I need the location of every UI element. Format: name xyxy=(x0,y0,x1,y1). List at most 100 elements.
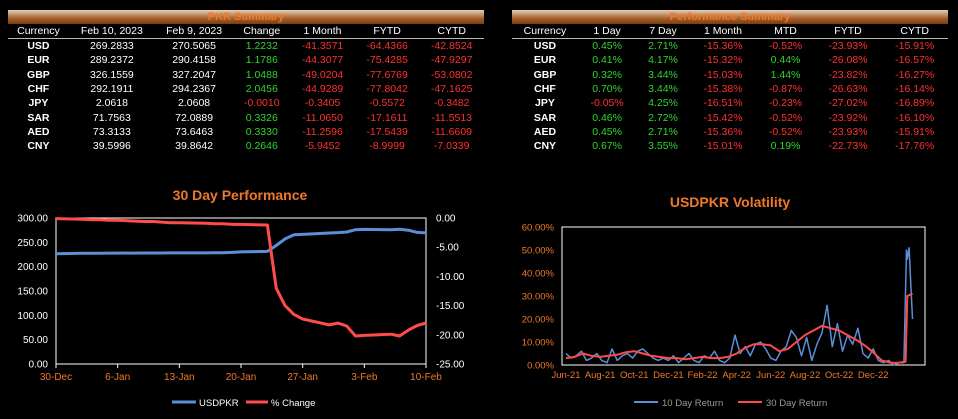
right-axis-tick-label: 0.00 xyxy=(436,214,456,225)
table-row: JPY -0.05% 4.25% -16.51% -0.23% -27.02% -16.89… xyxy=(512,96,948,110)
left-axis-tick-label: 200.00 xyxy=(17,262,48,273)
ten-day-return-series-line xyxy=(565,246,914,366)
value-cell: -23.92% xyxy=(828,111,868,124)
value-cell: 71.7563 xyxy=(92,111,131,124)
chart1-legend: USDPKR % Change xyxy=(172,398,315,409)
column-header: 1 Month xyxy=(689,24,757,39)
chart1-x-axis: 30-Dec 6-Jan 13-Jan 20-Jan 27-Jan 3-Feb 10-Feb xyxy=(40,364,442,383)
value-cell: 1.1786 xyxy=(245,54,278,67)
x-axis-tick-label: 30-Dec xyxy=(40,372,72,383)
left-axis-tick-label: 100.00 xyxy=(17,311,48,322)
value-cell: 73.6463 xyxy=(175,125,214,138)
usdpkr-volatility-chart: USDPKR Volatility 0.00% 10.00% 20.00% 30.00… xyxy=(522,194,926,409)
value-cell: -0.05% xyxy=(590,97,624,110)
value-cell: 327.2047 xyxy=(172,68,216,81)
x-axis-tick-label: Aug-21 xyxy=(585,370,616,381)
value-cell: -23.93% xyxy=(828,40,868,53)
value-cell: -15.01% xyxy=(703,140,743,153)
value-cell: 0.46% xyxy=(592,111,622,124)
pct-change-series-line xyxy=(55,217,427,338)
value-cell: -15.91% xyxy=(895,125,935,138)
right-axis-tick-label: -25.00 xyxy=(436,360,465,371)
pkr-summary-table: Currency Feb 10, 2023 Feb 9, 2023 Change 1 M… xyxy=(8,24,484,153)
currency-cell: EUR xyxy=(27,54,50,67)
value-cell: -0.52% xyxy=(768,125,803,138)
column-header: 7 Day xyxy=(636,24,690,39)
value-cell: -16.14% xyxy=(895,83,935,96)
chart2-x-axis: Jun-21 Aug-21 Oct-21 Dec-21 Feb-22 Apr-22 Jun-… xyxy=(551,370,888,381)
value-cell: 1.0488 xyxy=(245,68,278,81)
currency-cell: JPY xyxy=(28,97,49,110)
x-axis-tick-label: Jun-21 xyxy=(551,370,580,381)
value-cell: 0.19% xyxy=(770,140,801,153)
column-header: Currency xyxy=(8,24,69,39)
right-axis-tick-label: -20.00 xyxy=(436,330,465,341)
pkr-summary-body: USD 269.2833 270.5065 1.2232 -41.3571 -64.436… xyxy=(8,39,484,154)
value-cell: -75.4285 xyxy=(366,54,408,67)
value-cell: 2.0456 xyxy=(245,83,278,96)
currency-cell: CNY xyxy=(27,140,50,153)
table-row: CNY 0.67% 3.55% -15.01% 0.19% -22.73% -17.76% xyxy=(512,139,948,153)
column-header: Feb 10, 2023 xyxy=(68,24,155,39)
table-row: GBP 0.32% 3.44% -15.03% 1.44% -23.82% -16.27% xyxy=(512,68,948,82)
value-cell: 326.1559 xyxy=(89,68,134,81)
value-cell: 0.32% xyxy=(592,68,622,81)
y-axis-tick-label: 20.00% xyxy=(522,315,555,326)
value-cell: 2.71% xyxy=(648,40,678,53)
table-row: AED 73.3133 73.6463 0.3330 -11.2596 -17.5439 -… xyxy=(8,125,484,139)
column-header: 1 Month xyxy=(290,24,355,39)
value-cell: 1.44% xyxy=(770,68,801,81)
value-cell: 0.3330 xyxy=(245,125,278,138)
y-axis-tick-label: 60.00% xyxy=(522,223,555,234)
value-cell: -17.5439 xyxy=(366,125,408,138)
value-cell: 2.0618 xyxy=(95,97,128,110)
value-cell: 0.70% xyxy=(592,83,622,96)
thirty-day-return-series-line xyxy=(565,292,913,364)
value-cell: 3.44% xyxy=(648,68,678,81)
currency-cell: GBP xyxy=(27,68,50,81)
value-cell: -27.02% xyxy=(828,97,868,110)
value-cell: -23.82% xyxy=(828,68,868,81)
left-axis-tick-label: 150.00 xyxy=(17,287,48,298)
pkr-summary-header-row: Currency Feb 10, 2023 Feb 9, 2023 Change 1 M… xyxy=(8,24,484,39)
value-cell: -11.2596 xyxy=(302,125,343,138)
value-cell: -77.6769 xyxy=(366,68,408,81)
right-axis-tick-label: -5.00 xyxy=(436,243,459,254)
chart1-title: 30 Day Performance xyxy=(173,187,308,203)
value-cell: -15.38% xyxy=(703,83,743,96)
currency-cell: EUR xyxy=(533,54,557,67)
x-axis-tick-label: 20-Jan xyxy=(226,372,257,383)
value-cell: -16.57% xyxy=(895,54,935,67)
table-row: CNY 39.5996 39.8642 0.2646 -5.9452 -8.9999 -7.… xyxy=(8,139,484,153)
value-cell: -11.0650 xyxy=(302,111,343,124)
value-cell: -77.8042 xyxy=(366,83,408,96)
value-cell: 2.71% xyxy=(648,125,678,138)
value-cell: -0.23% xyxy=(768,97,803,110)
value-cell: 39.8642 xyxy=(175,140,214,153)
value-cell: -0.3482 xyxy=(433,97,470,110)
table-row: USD 0.45% 2.71% -15.36% -0.52% -23.93% -15.91% xyxy=(512,39,948,54)
value-cell: -11.5513 xyxy=(431,111,473,124)
table-row: SAR 0.46% 2.72% -15.42% -0.52% -23.92% -16.10% xyxy=(512,110,948,124)
x-axis-tick-label: Apr-22 xyxy=(722,370,751,381)
value-cell: -17.1611 xyxy=(366,111,408,124)
x-axis-tick-label: Feb-22 xyxy=(687,370,717,381)
value-cell: 1.2232 xyxy=(245,40,278,53)
x-axis-tick-label: 27-Jan xyxy=(287,372,318,383)
value-cell: -0.3405 xyxy=(304,97,341,110)
value-cell: -15.03% xyxy=(703,68,743,81)
column-header: CYTD xyxy=(419,24,484,39)
y-axis-tick-label: 10.00% xyxy=(522,338,555,349)
pkr-summary-title: PKR Summary xyxy=(8,10,484,24)
value-cell: 72.0889 xyxy=(175,111,214,124)
chart2-plot-frame xyxy=(561,226,926,366)
value-cell: -0.52% xyxy=(768,111,803,124)
currency-cell: CNY xyxy=(533,140,557,153)
currency-cell: SAR xyxy=(27,111,50,124)
table-row: GBP 326.1559 327.2047 1.0488 -49.0204 -77.676… xyxy=(8,68,484,82)
value-cell: -44.3077 xyxy=(301,54,344,67)
x-axis-tick-label: 13-Jan xyxy=(164,372,195,383)
x-axis-tick-label: 6-Jan xyxy=(105,372,130,383)
performance-summary-panel: Performance Summary Currency 1 Day 7 Day 1 … xyxy=(512,10,948,153)
x-axis-tick-label: 3-Feb xyxy=(351,372,378,383)
